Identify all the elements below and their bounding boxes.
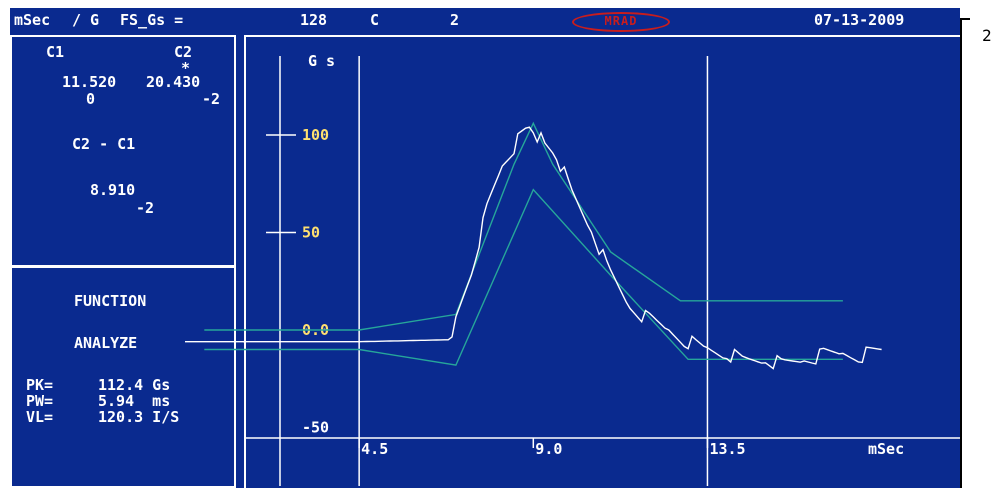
- function-mode: ANALYZE: [74, 334, 138, 352]
- difference-sub-value: -2: [136, 199, 155, 217]
- fs-label: FS_Gs =: [120, 11, 184, 29]
- vl-value: 120.3 I/S: [98, 408, 180, 426]
- difference-label: C2 - C1: [72, 135, 136, 153]
- channel-indicator: 2: [982, 26, 992, 45]
- upper-tolerance-series-line: [204, 121, 843, 331]
- separator-label: / G: [72, 11, 100, 29]
- y-axis-label: G s: [308, 52, 335, 70]
- channel-label: C: [370, 11, 380, 29]
- active-cursor-marker: *: [181, 59, 191, 77]
- c2-value: 20.430: [146, 73, 201, 91]
- y-tick-label: -50: [302, 419, 329, 437]
- pw-label: PW=: [26, 392, 54, 410]
- signal-series-line: [185, 126, 882, 370]
- function-title: FUNCTION: [74, 292, 147, 310]
- shock-analyzer-screen: mSec / G FS_Gs = 128 C 2 MRAD 07-13-2009…: [10, 8, 960, 488]
- y-tick-label: 50: [302, 224, 320, 242]
- mrad-logo: MRAD: [572, 12, 670, 32]
- x-tick-label: 9.0: [535, 440, 562, 458]
- x-tick-label: 13.5: [709, 440, 745, 458]
- x-unit-label: mSec: [14, 11, 51, 29]
- lower-tolerance-series-line: [204, 188, 843, 366]
- status-bar: mSec / G FS_Gs = 128 C 2 MRAD 07-13-2009: [10, 8, 960, 36]
- channel-indicator-strip: 2: [960, 8, 1000, 488]
- fs-value: 128: [300, 11, 328, 29]
- function-panel: FUNCTION ANALYZE PK= 112.4 Gs PW= 5.94 m…: [10, 266, 236, 488]
- c1-value: 11.520: [62, 73, 117, 91]
- y-tick-label: 100: [302, 126, 329, 144]
- channel-value: 2: [450, 11, 460, 29]
- c2-sub-value: -2: [202, 90, 221, 108]
- date-label: 07-13-2009: [814, 11, 905, 29]
- difference-value: 8.910: [90, 181, 136, 199]
- pk-value: 112.4 Gs: [98, 376, 171, 394]
- x-axis-label: mSec: [868, 440, 904, 458]
- vl-label: VL=: [26, 408, 54, 426]
- plot-frame: [244, 35, 960, 488]
- x-tick-label: 4.5: [361, 440, 388, 458]
- indicator-border: [960, 18, 970, 488]
- c2-label: C2: [174, 43, 193, 61]
- pk-label: PK=: [26, 376, 54, 394]
- c1-label: C1: [46, 43, 65, 61]
- pw-value: 5.94 ms: [98, 392, 171, 410]
- c1-sub-value: 0: [86, 90, 96, 108]
